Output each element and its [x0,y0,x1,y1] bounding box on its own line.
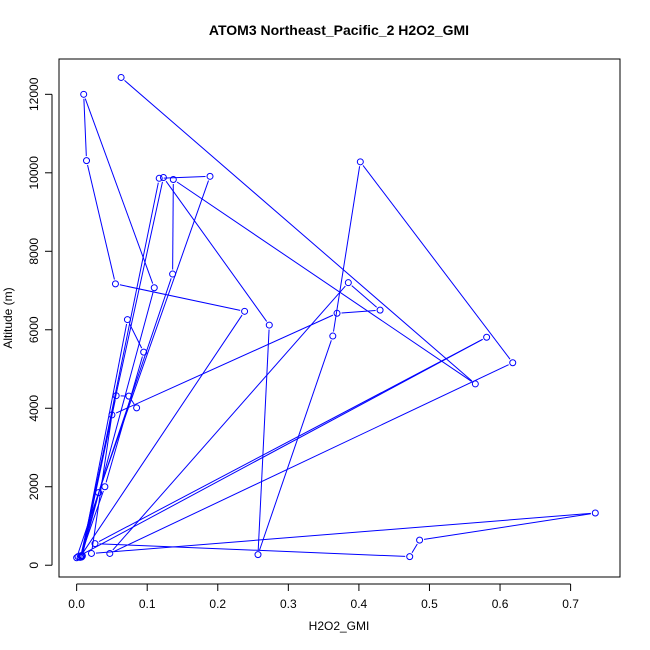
x-tick-label: 0.0 [68,597,85,611]
series-segment [163,176,206,179]
y-tick-label: 10000 [27,156,41,190]
data-point [133,404,141,412]
series-segment [257,329,270,551]
data-point [150,284,158,292]
series-segment [165,180,268,322]
data-point [111,280,119,288]
series-layer [73,73,599,562]
data-point [356,158,364,166]
data-point [117,73,125,81]
data-point [241,307,249,315]
y-tick-label: 6000 [27,316,41,343]
series-segment [341,309,376,314]
x-tick-label: 0.4 [351,597,368,611]
y-tick-label: 2000 [27,473,41,500]
series-segment [82,314,243,553]
series-segment [113,364,509,552]
series-segment [124,80,473,382]
data-point [265,321,273,329]
series-segment [172,183,174,270]
y-tick-label: 0 [27,562,41,569]
data-point [333,309,341,317]
data-point [101,483,109,491]
series-segment [112,285,346,551]
data-point [483,333,491,341]
series-segment [119,284,241,311]
x-axis: 0.0 0.1 0.2 0.3 0.4 0.5 0.6 0.7 [68,583,579,611]
data-point [329,332,337,340]
data-point [169,175,177,183]
series-segment [82,399,116,552]
series-segment [87,164,115,280]
series-segment [423,513,591,540]
data-point [159,174,167,182]
series-segment [77,278,172,554]
series-segment [82,291,154,553]
series-segment [84,98,154,284]
x-axis-label: H2O2_GMI [309,619,370,633]
series-segment [176,181,472,382]
data-point [123,316,131,324]
series-segment [258,340,332,551]
data-point [140,348,148,356]
series-segment [99,180,209,489]
plot-frame [58,58,621,578]
x-tick-label: 0.3 [280,597,297,611]
series-segment [130,399,135,405]
y-tick-label: 4000 [27,395,41,422]
data-point [376,306,384,314]
data-point [254,551,262,559]
data-point [471,380,479,388]
data-point [80,90,88,98]
data-point [406,553,414,561]
data-point [95,489,103,497]
y-axis-label: Altitude (m) [1,287,15,348]
chart-title: ATOM3 Northeast_Pacific_2 H2O2_GMI [209,22,469,38]
series-segment [99,543,406,557]
data-point [125,392,133,400]
series-segment [81,181,163,552]
data-point [106,549,114,557]
series-segment [83,98,87,157]
data-point [87,549,95,557]
data-point [169,270,177,278]
data-point [108,411,116,419]
x-tick-label: 0.6 [492,597,509,611]
data-point [91,540,99,548]
x-tick-label: 0.2 [209,597,226,611]
series-segment [98,338,483,542]
series-segment [351,285,377,308]
series-segment [95,512,591,554]
series-segment [411,543,418,553]
data-point [83,157,91,165]
data-point [78,551,86,559]
data-point [509,359,517,367]
data-point [416,536,424,544]
data-point [591,509,599,517]
series-segment [333,166,361,332]
data-point [155,174,163,182]
y-axis: 0 2000 4000 6000 8000 10000 12000 [27,77,53,569]
data-point [112,392,120,400]
y-tick-label: 12000 [27,77,41,111]
series-segment [81,338,483,555]
data-point [74,553,82,561]
y-tick-label: 8000 [27,238,41,265]
series-segment [115,314,334,414]
data-point [344,279,352,287]
x-tick-label: 0.5 [421,597,438,611]
data-point [206,172,214,180]
series-segment [362,165,511,360]
x-tick-label: 0.7 [562,597,579,611]
series-segment [129,323,143,349]
x-tick-label: 0.1 [139,597,156,611]
series-segment [91,419,112,550]
series-segment [105,356,143,483]
